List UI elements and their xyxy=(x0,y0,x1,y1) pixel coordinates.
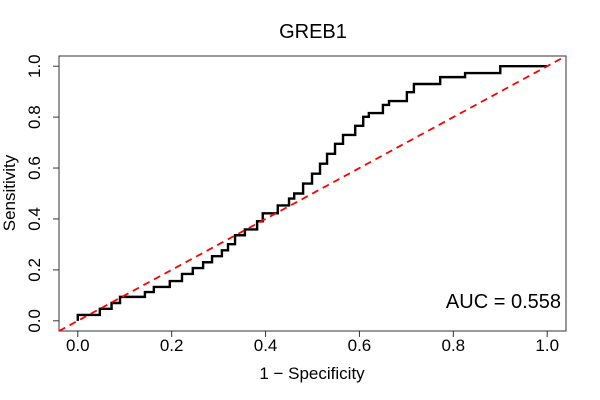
x-axis-tick-label: 0.2 xyxy=(160,336,184,355)
y-axis-tick-label: 0.2 xyxy=(25,258,44,282)
roc-curve xyxy=(76,64,548,321)
x-axis-tick-label: 1.0 xyxy=(535,336,559,355)
y-axis-label: Sensitivity xyxy=(0,154,19,231)
plot-box xyxy=(58,55,567,332)
x-axis-label: 1 − Specificity xyxy=(259,364,365,383)
y-axis-tick-label: 0.6 xyxy=(25,156,44,180)
auc-annotation: AUC = 0.558 xyxy=(446,291,561,313)
x-axis-tick-label: 0.6 xyxy=(348,336,372,355)
curves xyxy=(58,55,567,332)
x-axis-tick-label: 0.0 xyxy=(66,336,90,355)
y-axis-tick-label: 0.4 xyxy=(25,207,44,231)
axes: 0.0 0.2 0.4 0.6 0.8 1.0 0.0 0.2 0.4 0.6 0.8 1.0 xyxy=(25,54,559,355)
y-axis-tick-label: 0.0 xyxy=(25,309,44,333)
diagonal-reference-line xyxy=(58,55,567,332)
chart-title: GREB1 xyxy=(279,21,347,43)
x-axis-tick-label: 0.8 xyxy=(442,336,466,355)
y-axis-tick-label: 1.0 xyxy=(25,54,44,78)
x-axis-tick-label: 0.4 xyxy=(254,336,278,355)
y-axis-tick-label: 0.8 xyxy=(25,105,44,129)
